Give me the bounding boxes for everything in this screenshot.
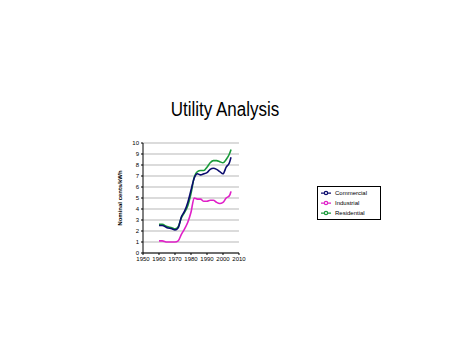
svg-text:1: 1 [136, 239, 140, 245]
svg-text:7: 7 [136, 173, 140, 179]
svg-text:8: 8 [136, 162, 140, 168]
svg-text:1970: 1970 [168, 256, 182, 262]
html-text:Industrial: Industrial [335, 199, 360, 206]
svg-text:1950: 1950 [136, 256, 150, 262]
svg-text:1990: 1990 [200, 256, 214, 262]
svg-text:2010: 2010 [232, 256, 246, 262]
svg-text:3: 3 [136, 217, 140, 223]
svg-text:2000: 2000 [216, 256, 230, 262]
svg-text:0: 0 [136, 250, 140, 256]
svg-text:1980: 1980 [184, 256, 198, 262]
svg-text:5: 5 [136, 195, 140, 201]
html-text:Utility Analysis: Utility Analysis [170, 98, 280, 120]
html-text:Residential: Residential [335, 209, 365, 216]
svg-text:9: 9 [136, 151, 140, 157]
svg-text:6: 6 [136, 184, 140, 190]
svg-text:2: 2 [136, 228, 140, 234]
svg-text:4: 4 [136, 206, 140, 212]
svg-text:Nominal cents/kWh: Nominal cents/kWh [117, 170, 123, 226]
html-text:Commercial: Commercial [335, 189, 367, 196]
svg-text:1960: 1960 [152, 256, 166, 262]
svg-text:10: 10 [132, 140, 139, 146]
